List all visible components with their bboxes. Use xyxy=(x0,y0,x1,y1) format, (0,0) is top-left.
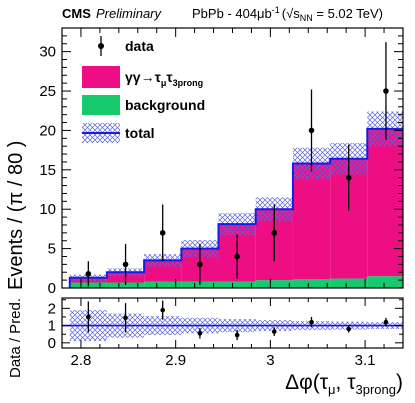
legend-signal-main: γγ→τ xyxy=(125,69,162,85)
legend-total-label: total xyxy=(125,125,155,141)
background-bar xyxy=(106,282,145,288)
x-tick-label: 2.8 xyxy=(71,352,92,369)
ratio-point xyxy=(271,329,277,334)
header-system-text: PbPb - 404μb xyxy=(192,6,272,21)
signal-bar xyxy=(292,163,331,280)
main-plot xyxy=(68,42,403,288)
header-lumi-exp: -1 xyxy=(272,5,280,15)
data-point xyxy=(159,230,166,236)
legend-signal-sub2: 3prong xyxy=(173,78,204,88)
ratio-y-axis-title: Data / Pred. xyxy=(7,298,24,378)
data-point xyxy=(197,261,203,268)
data-point xyxy=(383,88,389,94)
header-energy-sym: s xyxy=(293,6,300,21)
legend-signal-sub1: μ xyxy=(161,78,167,88)
background-bar xyxy=(330,278,368,288)
ratio-point xyxy=(309,319,314,325)
legend-background-swatch xyxy=(82,95,120,115)
background-bar xyxy=(218,281,256,288)
y-tick-label: 30 xyxy=(39,44,56,61)
data-point xyxy=(85,271,92,277)
x-tick-label: 2.9 xyxy=(165,352,186,369)
header-energy-sub: NN xyxy=(300,13,313,23)
x-title-sub1: μ xyxy=(328,382,336,397)
x-axis-title: Δφ(τμ, τ3prong) xyxy=(285,371,403,397)
x-tick-label: 3.1 xyxy=(355,352,376,369)
ratio-point xyxy=(383,319,389,325)
background-bar xyxy=(292,279,331,288)
header-energy-prefix: (√ xyxy=(282,6,294,21)
background-bar xyxy=(367,276,403,288)
ratio-point xyxy=(86,314,91,320)
ratio-plot xyxy=(62,300,403,342)
ratio-point xyxy=(160,307,165,313)
ratio-point xyxy=(197,331,203,336)
total-line xyxy=(68,127,403,288)
y-tick-label: 5 xyxy=(48,241,56,258)
legend-data-marker xyxy=(98,43,104,49)
x-title-end: ) xyxy=(396,371,403,394)
ratio-point xyxy=(123,315,128,321)
legend-data-label: data xyxy=(125,38,154,54)
ratio-y-tick-label: 0 xyxy=(48,335,56,352)
x-title-mid: , τ xyxy=(336,371,357,394)
legend-signal-label: γγ→τμτ3prong xyxy=(125,69,203,88)
background-bar xyxy=(255,280,293,288)
header-experiment: CMS xyxy=(62,6,91,21)
ratio-point xyxy=(234,332,240,338)
data-point xyxy=(271,230,278,236)
x-title-main: Δφ(τ xyxy=(285,371,329,394)
header-system: PbPb - 404μb-1 (√sNN = 5.02 TeV) xyxy=(192,5,383,23)
ratio-y-tick-label: 1 xyxy=(48,318,56,335)
header-status: Preliminary xyxy=(96,6,163,21)
data-point xyxy=(308,127,315,134)
ratio-point xyxy=(346,326,352,332)
data-point xyxy=(234,253,240,260)
y-tick-label: 0 xyxy=(48,280,56,297)
y-tick-label: 10 xyxy=(39,201,56,218)
y-tick-label: 20 xyxy=(39,122,56,139)
legend-background-label: background xyxy=(125,97,205,113)
legend-signal-mid: τ xyxy=(166,69,173,85)
header-energy-value: = 5.02 TeV) xyxy=(313,6,383,21)
x-title-sub2: 3prong xyxy=(356,382,396,397)
y-tick-label: 15 xyxy=(39,162,56,179)
y-tick-label: 25 xyxy=(39,83,56,100)
ratio-y-tick-label: 2 xyxy=(48,300,56,317)
signal-bar xyxy=(367,128,403,277)
legend-signal-swatch xyxy=(82,66,120,88)
y-axis-title: Events / (π / 80 ) xyxy=(5,141,27,290)
background-bar xyxy=(144,281,182,288)
legend: data γγ→τμτ3prong background total xyxy=(82,36,205,143)
data-point xyxy=(122,261,129,268)
data-point xyxy=(345,174,352,181)
x-tick-label: 3 xyxy=(266,352,274,369)
